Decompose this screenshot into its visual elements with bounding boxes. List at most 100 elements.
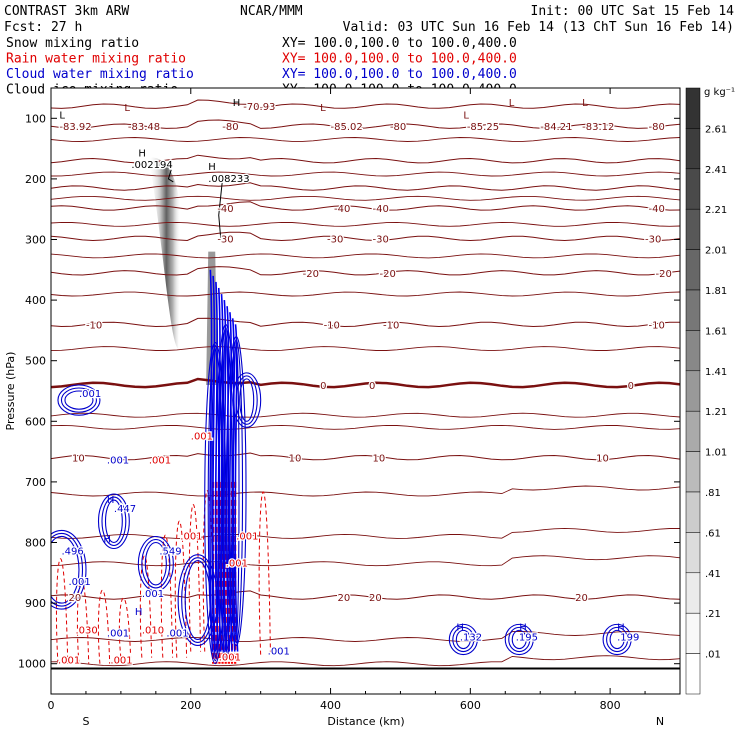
cloud-water-contour-6-2 xyxy=(137,535,174,592)
y-tick-label-600: 600 xyxy=(25,415,46,428)
colorbar-swatch-11 xyxy=(685,532,701,574)
temp-label-20-3: 20 xyxy=(575,593,588,604)
cloud-water-label-6: .001 xyxy=(142,589,164,600)
temp-label--80-7: -83.12 xyxy=(582,122,614,133)
header-fcst: Fcst: 27 h xyxy=(4,20,82,35)
colorbar-label-2: 2.21 xyxy=(705,205,727,216)
x-tick-label-800: 800 xyxy=(600,699,621,712)
temp-contour--30 xyxy=(51,231,680,242)
low-marker-2: L xyxy=(320,103,326,114)
low-marker-5: L xyxy=(582,98,588,109)
cloud-water-label-11: .195 xyxy=(516,633,538,644)
colorbar: 2.61 2.41 2.21 2.01 1.81 1.61 1.41 1.21 1.01 .81.… xyxy=(685,87,727,695)
colorbar-label-0: 2.61 xyxy=(705,124,727,135)
temp-label--30-3: -30 xyxy=(645,234,661,245)
cloud-water-contour-10-2 xyxy=(602,623,632,656)
temp-label-0-0: 0 xyxy=(320,381,326,392)
temp-contour-20 xyxy=(51,590,680,600)
cloud-water-contour-3-2 xyxy=(57,384,101,416)
header-valid: Valid: 03 UTC Sun 16 Feb 14 (13 ChT Sun … xyxy=(343,20,734,35)
x-tick-label-400: 400 xyxy=(320,699,341,712)
cloud-water-contour-6-0 xyxy=(144,541,167,586)
colorbar-label-7: 1.21 xyxy=(705,407,727,418)
temp-label-10-2: 10 xyxy=(372,454,385,465)
legend-entry-2: Cloud water mixing ratio xyxy=(6,67,194,82)
y-tick-label-300: 300 xyxy=(25,234,46,247)
colorbar-label-11: .41 xyxy=(705,569,721,580)
temp-label--80-5: -85.25 xyxy=(467,122,499,133)
cloud-water-contour-3-0 xyxy=(64,390,94,410)
cloud-water-core-8 xyxy=(231,318,236,652)
temp-label--10-0: -10 xyxy=(86,320,102,331)
rain-contour-8 xyxy=(202,490,216,652)
ice-label-1: .008233 xyxy=(208,174,249,185)
temp-label--40-1: -40 xyxy=(334,204,350,215)
x-axis-label: Distance (km) xyxy=(327,715,404,728)
cloud-water-contour-9-2 xyxy=(504,623,534,656)
x-tick-label-200: 200 xyxy=(180,699,201,712)
colorbar-swatch-13 xyxy=(685,612,701,654)
cloud-water-label-9: .001 xyxy=(268,647,290,658)
y-tick-label-200: 200 xyxy=(25,173,46,186)
cloud-water-core-0 xyxy=(209,269,214,652)
cloud-water-core-2 xyxy=(214,281,219,652)
cloud-water-contour-8-2 xyxy=(448,623,478,656)
x-tick-label-600: 600 xyxy=(460,699,481,712)
cloud-water-label-3: .496 xyxy=(61,547,83,558)
header-init: Init: 00 UTC Sat 15 Feb 14 xyxy=(531,4,735,19)
cloud-water-contour-6-1 xyxy=(141,538,171,589)
colorbar-swatch-3 xyxy=(685,208,701,250)
cloud-water-core-6 xyxy=(225,306,231,652)
cloud-water-core-3 xyxy=(217,287,222,652)
cloud-water-contour-7-2 xyxy=(177,554,218,647)
temp-contour--10 xyxy=(51,317,680,328)
low-marker-3: L xyxy=(463,110,469,121)
high-marker-0: H xyxy=(138,148,146,159)
rain-label-0: .001 xyxy=(149,456,171,467)
colorbar-swatch-4 xyxy=(685,249,701,291)
temp-label--40-3: -40 xyxy=(649,204,665,215)
temp-contour--50 xyxy=(51,182,680,191)
temp-label--40-2: -40 xyxy=(372,204,388,215)
high-marker-1: H xyxy=(208,162,216,173)
temp-contour-minor-6 xyxy=(51,346,680,352)
rain-contour-9 xyxy=(258,491,271,655)
x-end-label-south: S xyxy=(83,715,90,728)
temp-contour--60 xyxy=(51,154,680,164)
colorbar-swatch-14 xyxy=(685,653,701,695)
colorbar-label-12: .21 xyxy=(705,609,721,620)
colorbar-label-10: .61 xyxy=(705,528,721,539)
rain-contour-2 xyxy=(97,589,111,664)
rain-contour-6 xyxy=(174,520,188,658)
header-model: CONTRAST 3km ARW xyxy=(4,4,129,19)
temp-contour--80 xyxy=(51,119,680,129)
rain-label-1: .001 xyxy=(191,431,213,442)
temp-contour-minor-2 xyxy=(51,195,680,201)
temp-label--70-0: -70.93 xyxy=(243,102,275,113)
colorbar-label-3: 2.01 xyxy=(705,246,727,257)
temp-label-0-1: 0 xyxy=(369,381,375,392)
cloud-water-contour-11-0 xyxy=(239,378,255,422)
cloud-water-label-12: .199 xyxy=(617,633,639,644)
colorbar-swatch-2 xyxy=(685,168,701,210)
cloud-water-contour-5-1 xyxy=(51,532,84,607)
temp-label--40-0: -40 xyxy=(217,204,233,215)
temp-label-20-2: 20 xyxy=(369,593,382,604)
cloud-water-label-7: .001 xyxy=(107,628,129,639)
rain-contour-5 xyxy=(160,534,174,658)
colorbar-swatch-0 xyxy=(685,87,701,129)
cloud-water-label-10: .132 xyxy=(460,633,482,644)
temp-label--10-3: -10 xyxy=(649,320,665,331)
cloud-water-contour-5-2 xyxy=(51,529,87,610)
temp-label--80-6: -84.21 xyxy=(540,122,572,133)
cloud-water-contour-4-0 xyxy=(104,499,123,544)
low-marker-0: L xyxy=(59,110,65,121)
high-marker-4: H xyxy=(103,535,111,546)
colorbar-swatch-6 xyxy=(685,330,701,372)
high-marker-7: H xyxy=(617,622,625,633)
temp-label-20-0: 20 xyxy=(68,593,81,604)
temp-label-10-1: 10 xyxy=(289,454,302,465)
plot-area: -83.92 -83.48 -80 -85.02 -80 -85.25 -84.21 -83.… xyxy=(51,98,680,670)
